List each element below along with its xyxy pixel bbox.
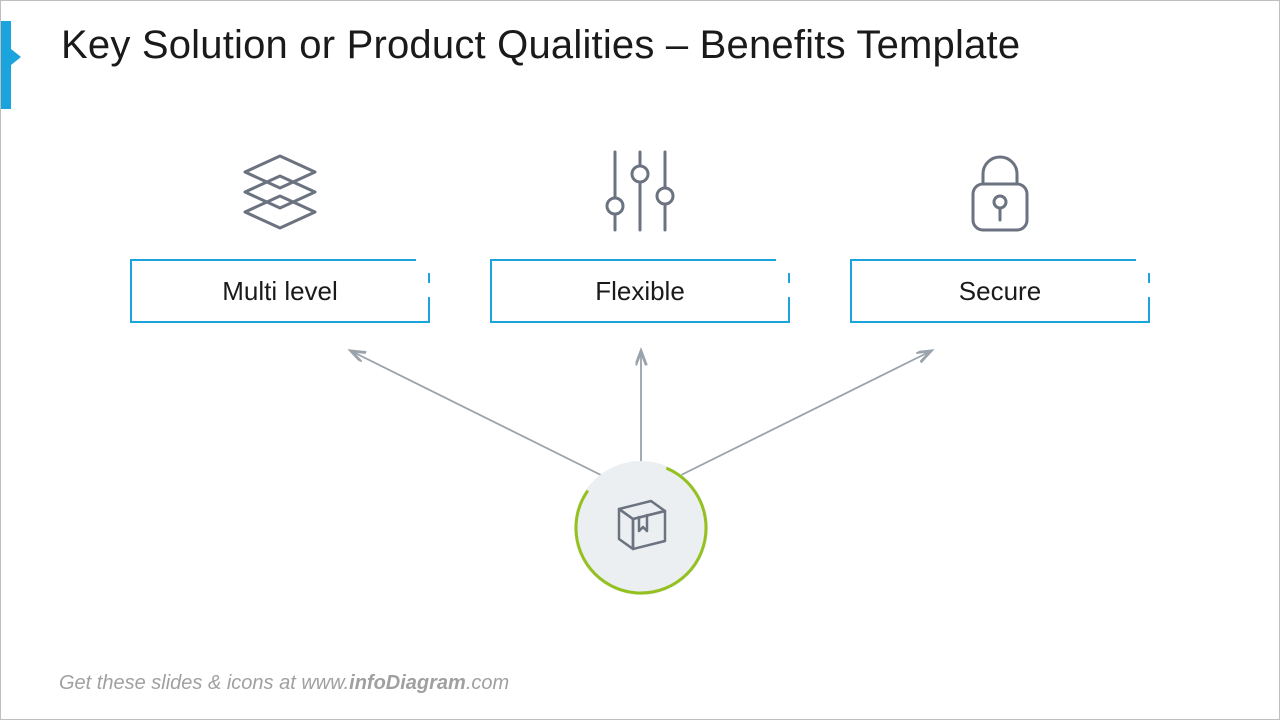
card-box-secure: Secure [850, 259, 1150, 323]
sliders-icon [580, 141, 700, 241]
card-flexible: Flexible [490, 141, 790, 361]
card-label: Multi level [222, 276, 338, 307]
slide: Key Solution or Product Qualities – Bene… [0, 0, 1280, 720]
card-box-multi-level: Multi level [130, 259, 430, 323]
card-label: Flexible [595, 276, 685, 307]
card-secure: Secure [850, 141, 1150, 361]
accent-notch [11, 49, 21, 65]
card-label: Secure [959, 276, 1041, 307]
box-icon [611, 493, 671, 553]
footer-suffix: .com [466, 672, 509, 694]
lock-icon [940, 141, 1060, 241]
card-box-flexible: Flexible [490, 259, 790, 323]
arrow-right [669, 351, 931, 481]
footer-attribution: Get these slides & icons at www.infoDiag… [59, 672, 509, 695]
footer-prefix: Get these slides & icons at www. [59, 672, 349, 694]
footer-bold: infoDiagram [349, 672, 466, 694]
accent-bar [1, 21, 11, 109]
layers-icon [220, 141, 340, 241]
benefit-cards: Multi level Flexible [1, 141, 1279, 361]
card-multi-level: Multi level [130, 141, 430, 361]
slide-title: Key Solution or Product Qualities – Bene… [61, 23, 1020, 68]
